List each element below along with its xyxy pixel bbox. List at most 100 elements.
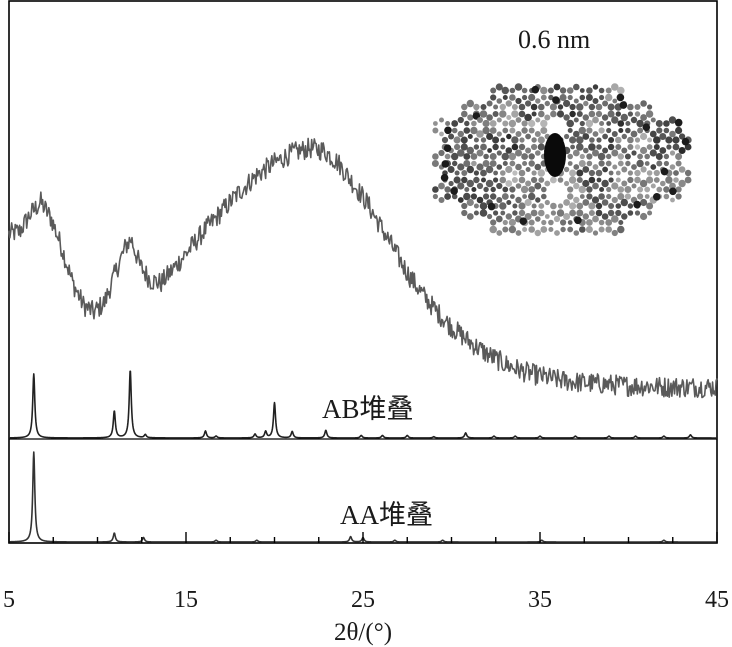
atom xyxy=(531,203,537,209)
atom xyxy=(566,87,574,94)
atom xyxy=(463,127,471,134)
atom xyxy=(611,229,618,237)
atom xyxy=(535,150,541,156)
atom xyxy=(579,194,585,199)
atom xyxy=(621,147,628,154)
atom xyxy=(510,194,515,199)
atom xyxy=(646,176,654,184)
atom xyxy=(524,213,532,220)
atom xyxy=(586,219,593,226)
atom xyxy=(592,98,599,104)
heteroatom xyxy=(440,173,449,182)
atom xyxy=(617,160,624,167)
atom xyxy=(534,163,542,171)
atom xyxy=(615,170,621,176)
atom xyxy=(537,143,545,151)
atom xyxy=(492,111,499,117)
atom xyxy=(659,147,667,154)
heteroatom xyxy=(443,144,452,152)
atom xyxy=(585,226,593,233)
atom xyxy=(500,144,506,150)
atom xyxy=(528,226,535,233)
atom xyxy=(615,111,621,117)
atom xyxy=(625,160,631,167)
atom xyxy=(496,230,503,236)
atom xyxy=(476,163,484,171)
atom xyxy=(601,199,609,206)
atom xyxy=(592,230,599,236)
atom xyxy=(485,165,494,174)
atom xyxy=(556,209,565,217)
atom xyxy=(509,160,516,167)
atom xyxy=(489,225,498,234)
atom xyxy=(678,147,686,154)
atom xyxy=(627,136,634,144)
atom xyxy=(502,120,509,127)
atom xyxy=(617,153,624,160)
atom xyxy=(525,133,531,140)
atom xyxy=(660,180,666,187)
atom xyxy=(505,213,512,220)
atom xyxy=(438,197,445,203)
atom xyxy=(541,219,547,226)
atom xyxy=(595,169,603,177)
atom xyxy=(432,153,439,160)
atom xyxy=(564,180,570,187)
atom xyxy=(515,117,522,123)
atom xyxy=(454,143,461,151)
atom xyxy=(598,160,605,167)
atom xyxy=(521,87,528,94)
atom xyxy=(487,148,492,153)
atom xyxy=(640,212,648,221)
atom xyxy=(579,94,586,101)
atom xyxy=(595,202,603,210)
atom xyxy=(548,227,554,232)
atom xyxy=(499,176,507,184)
atom xyxy=(597,152,606,161)
atom xyxy=(501,152,510,161)
atom xyxy=(650,183,656,189)
atom xyxy=(531,143,538,151)
atom xyxy=(538,177,545,183)
atom xyxy=(522,94,528,101)
atom xyxy=(511,177,518,183)
atom xyxy=(439,131,444,137)
atom xyxy=(530,209,538,217)
atom xyxy=(541,186,547,193)
atom xyxy=(550,210,557,216)
atom xyxy=(471,120,477,127)
atom xyxy=(482,119,490,128)
atom xyxy=(644,153,650,160)
atom xyxy=(515,149,522,157)
atom xyxy=(637,153,643,160)
atom xyxy=(512,203,518,209)
atom xyxy=(611,83,619,91)
atom xyxy=(669,130,676,138)
atom xyxy=(535,197,541,203)
atom xyxy=(627,144,634,150)
atom xyxy=(535,216,541,222)
atom xyxy=(621,213,628,220)
atom xyxy=(624,153,631,160)
atom xyxy=(615,136,622,144)
atom xyxy=(518,110,526,118)
atom xyxy=(460,136,468,144)
atom xyxy=(586,160,593,167)
atom xyxy=(461,209,468,217)
atom xyxy=(481,177,486,183)
atom xyxy=(544,100,550,107)
atom xyxy=(509,186,516,193)
atom xyxy=(501,86,509,95)
atom xyxy=(461,170,468,176)
atom xyxy=(514,83,523,91)
atom xyxy=(578,185,586,194)
atom xyxy=(663,186,670,193)
atom xyxy=(617,193,625,200)
atom xyxy=(675,193,682,200)
atom xyxy=(617,186,625,193)
atom xyxy=(670,197,675,203)
atom xyxy=(606,153,612,160)
atom xyxy=(522,161,528,166)
atom xyxy=(548,94,554,101)
heteroatom xyxy=(487,202,496,211)
